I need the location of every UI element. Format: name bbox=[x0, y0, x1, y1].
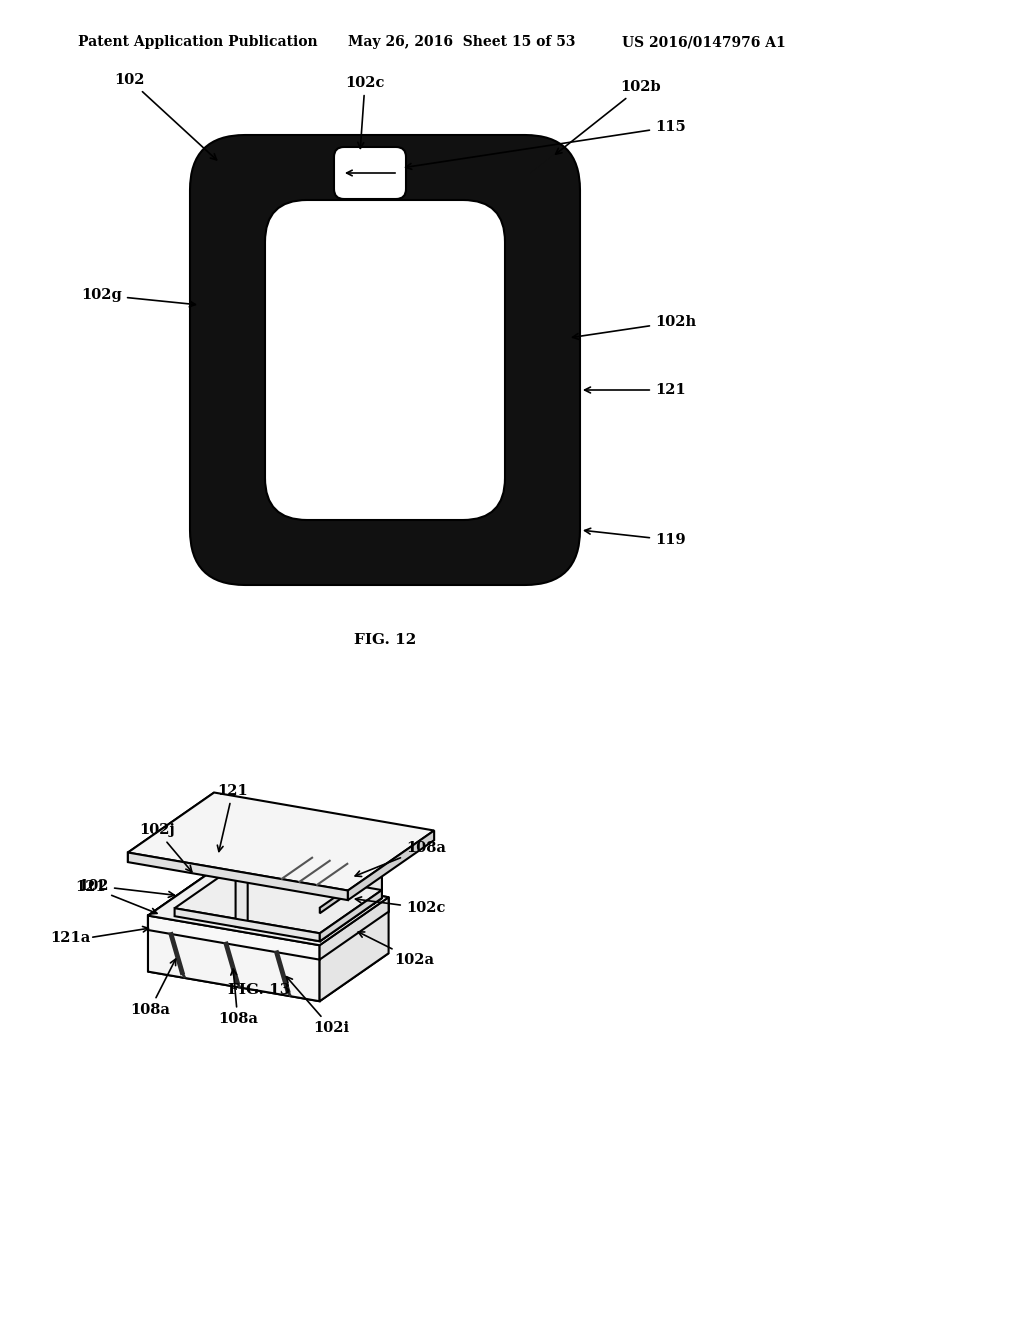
Polygon shape bbox=[319, 879, 328, 941]
FancyBboxPatch shape bbox=[190, 135, 580, 585]
Polygon shape bbox=[319, 842, 382, 941]
Text: 121: 121 bbox=[76, 880, 157, 913]
Text: 102j: 102j bbox=[139, 824, 191, 871]
Polygon shape bbox=[148, 867, 217, 931]
Polygon shape bbox=[319, 865, 382, 913]
Text: May 26, 2016  Sheet 15 of 53: May 26, 2016 Sheet 15 of 53 bbox=[348, 36, 575, 49]
Polygon shape bbox=[236, 871, 248, 929]
Polygon shape bbox=[319, 898, 388, 960]
Text: 121: 121 bbox=[217, 784, 248, 851]
Polygon shape bbox=[148, 916, 319, 1002]
Text: 119: 119 bbox=[585, 528, 686, 546]
Text: FIG. 12: FIG. 12 bbox=[354, 634, 416, 647]
Text: 102h: 102h bbox=[572, 315, 696, 339]
Text: 115: 115 bbox=[406, 120, 686, 169]
Text: 102: 102 bbox=[115, 73, 217, 160]
Polygon shape bbox=[358, 845, 374, 904]
Polygon shape bbox=[175, 908, 319, 941]
Polygon shape bbox=[148, 867, 388, 945]
Polygon shape bbox=[248, 830, 310, 929]
Text: 102b: 102b bbox=[556, 81, 660, 154]
Polygon shape bbox=[319, 842, 382, 894]
Polygon shape bbox=[175, 817, 382, 886]
Text: 102g: 102g bbox=[81, 288, 196, 306]
Text: US 2016/0147976 A1: US 2016/0147976 A1 bbox=[622, 36, 785, 49]
Polygon shape bbox=[304, 883, 319, 941]
Polygon shape bbox=[128, 792, 434, 891]
Polygon shape bbox=[236, 828, 298, 927]
Polygon shape bbox=[319, 890, 382, 941]
FancyBboxPatch shape bbox=[334, 147, 406, 199]
Text: 121a: 121a bbox=[50, 931, 90, 945]
Polygon shape bbox=[374, 842, 382, 904]
Polygon shape bbox=[128, 853, 348, 900]
Text: 108a: 108a bbox=[355, 841, 445, 876]
Text: 102c: 102c bbox=[355, 896, 445, 915]
Text: 102c: 102c bbox=[345, 77, 385, 148]
FancyBboxPatch shape bbox=[265, 201, 505, 520]
Text: FIG. 13: FIG. 13 bbox=[227, 983, 290, 997]
Polygon shape bbox=[217, 867, 388, 912]
Polygon shape bbox=[175, 865, 382, 933]
Text: 102a: 102a bbox=[358, 932, 434, 966]
Text: 102i: 102i bbox=[287, 977, 349, 1035]
Polygon shape bbox=[175, 861, 319, 894]
Polygon shape bbox=[348, 830, 434, 900]
Text: 108a: 108a bbox=[218, 969, 258, 1027]
Polygon shape bbox=[148, 867, 217, 972]
Polygon shape bbox=[148, 924, 388, 1002]
Polygon shape bbox=[148, 916, 319, 960]
Polygon shape bbox=[319, 898, 388, 1002]
Text: 121: 121 bbox=[585, 383, 686, 397]
Text: Patent Application Publication: Patent Application Publication bbox=[78, 36, 317, 49]
Polygon shape bbox=[128, 792, 214, 862]
Text: 102: 102 bbox=[79, 879, 174, 898]
Text: 108a: 108a bbox=[130, 960, 176, 1016]
